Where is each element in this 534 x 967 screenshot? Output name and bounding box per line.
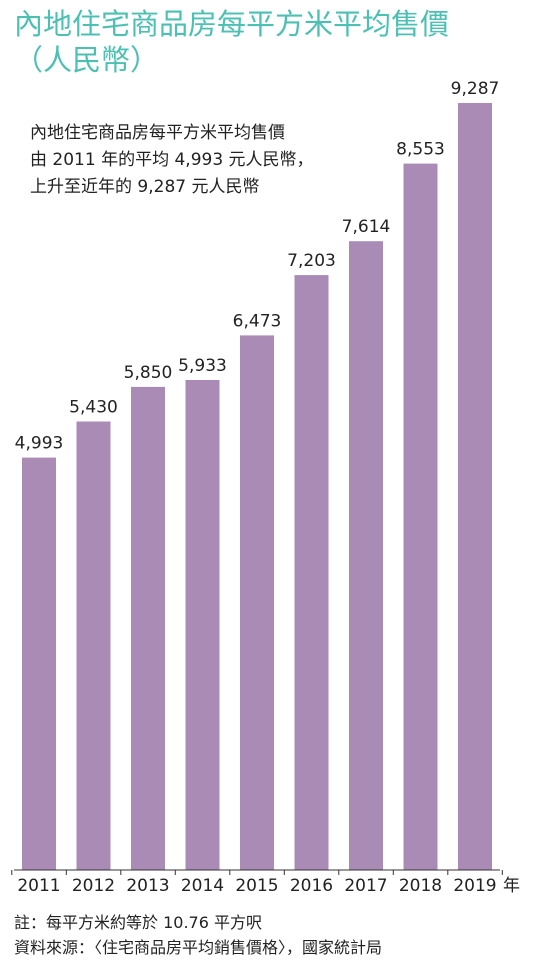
annotation-line-1: 內地住宅商品房每平方米平均售價 — [30, 123, 285, 143]
subtitle-text: （人民幣） — [14, 43, 160, 77]
x-tick-label-2018: 2018 — [399, 876, 442, 896]
value-label-2019: 9,287 — [451, 79, 500, 99]
bars-group — [22, 103, 492, 871]
chart-footer: 註：每平方米約等於 10.76 平方呎 資料來源：〈住宅商品房平均銷售價格〉，國… — [14, 910, 382, 960]
x-tick-label-2014: 2014 — [181, 876, 224, 896]
x-axis-year-suffix: 年 — [503, 876, 520, 896]
bar-2019 — [458, 103, 492, 870]
bar-2013 — [131, 386, 165, 870]
value-label-2016: 7,203 — [287, 251, 336, 271]
bar-2011 — [22, 457, 56, 870]
x-tick-label-2012: 2012 — [72, 876, 115, 896]
chart-annotation: 內地住宅商品房每平方米平均售價 由 2011 年的平均 4,993 元人民幣， … — [30, 120, 314, 201]
value-label-2018: 8,553 — [396, 140, 445, 160]
x-tick-label-2011: 2011 — [17, 876, 60, 896]
x-tick-label-2013: 2013 — [126, 876, 169, 896]
bar-2018 — [403, 163, 438, 871]
value-label-2014: 5,933 — [178, 356, 227, 376]
value-label-2011: 4,993 — [15, 434, 64, 454]
bar-2015 — [240, 335, 274, 870]
footnote: 註：每平方米約等於 10.76 平方呎 — [14, 913, 262, 932]
x-axis-ticks-group — [11, 870, 503, 875]
value-label-2012: 5,430 — [69, 398, 118, 418]
value-label-2013: 5,850 — [124, 363, 173, 383]
value-label-2017: 7,614 — [342, 217, 391, 237]
bar-2012 — [76, 421, 111, 870]
source-note: 資料來源：〈住宅商品房平均銷售價格〉，國家統計局 — [14, 938, 383, 957]
bar-2017 — [349, 241, 383, 870]
x-tick-label-2016: 2016 — [290, 876, 333, 896]
chart-title: 內地住宅商品房每平方米平均售價 （人民幣） — [14, 6, 524, 78]
value-label-2015: 6,473 — [233, 311, 282, 331]
bar-2014 — [185, 380, 220, 870]
x-axis-labels-group: 2011 2012 2013 2014 2015 2016 2017 2018 2019 — [17, 876, 496, 896]
x-tick-label-2015: 2015 — [235, 876, 278, 896]
x-tick-label-2017: 2017 — [344, 876, 387, 896]
title-text: 內地住宅商品房每平方米平均售價 — [14, 7, 450, 41]
annotation-line-2: 由 2011 年的平均 4,993 元人民幣， — [30, 150, 314, 170]
annotation-line-3: 上升至近年的 9,287 元人民幣 — [30, 177, 260, 197]
bar-2016 — [294, 275, 329, 871]
x-tick-label-2019: 2019 — [453, 876, 496, 896]
